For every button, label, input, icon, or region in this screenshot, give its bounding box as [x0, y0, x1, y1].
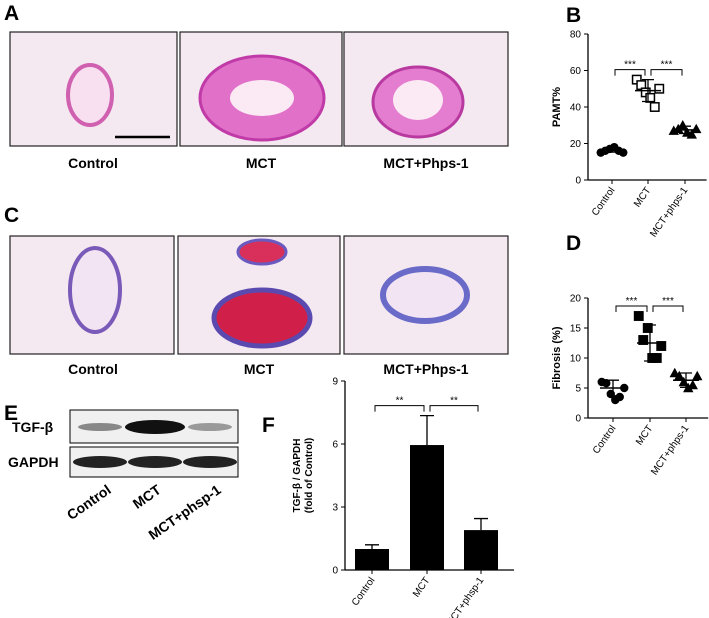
data-point [654, 83, 665, 94]
y-tick-label: 20 [570, 294, 582, 305]
significance-label: *** [626, 296, 638, 307]
caption: MCT+Phps-1 [383, 155, 468, 171]
lane-label: Control [64, 481, 114, 523]
data-point [651, 353, 662, 363]
x-tick-label: MCT [634, 423, 655, 447]
y-tick-label: 0 [575, 176, 581, 187]
x-tick-label: Control [590, 185, 618, 218]
significance-label: ** [396, 396, 404, 407]
error-bar [420, 415, 434, 446]
data-point [674, 370, 685, 381]
caption: MCT [246, 155, 277, 171]
data-point [656, 341, 667, 351]
significance-label: ** [450, 396, 458, 407]
band [73, 456, 127, 468]
significance-label: *** [661, 60, 673, 71]
caption: Control [68, 155, 118, 171]
vessel [66, 63, 114, 127]
y-tick-label: 40 [570, 103, 582, 114]
data-point [686, 129, 697, 139]
y-axis-label: PAMT% [551, 87, 563, 127]
x-tick-label: Control [350, 575, 378, 608]
vessel [236, 238, 288, 266]
lumen [230, 80, 294, 116]
row-label: GAPDH [8, 454, 59, 470]
band [78, 423, 122, 431]
data-point [645, 92, 656, 103]
data-point [691, 123, 702, 134]
data-point [692, 370, 703, 381]
panel-label: A [4, 2, 19, 25]
panel-label: B [566, 4, 581, 27]
y-tick-label: 0 [575, 414, 581, 425]
data-point [615, 392, 624, 402]
y-tick-label: 0 [332, 566, 338, 577]
significance-label: *** [662, 296, 674, 307]
y-tick-label: 10 [570, 354, 582, 365]
caption: MCT+Phps-1 [383, 361, 468, 377]
y-tick-label: 60 [570, 66, 582, 77]
sd-whisker [607, 379, 619, 397]
sd-whisker [606, 147, 618, 153]
significance-bracket [652, 305, 684, 312]
data-point [633, 311, 644, 321]
sd-whisker [680, 372, 692, 389]
y-tick-label: 9 [332, 377, 338, 388]
y-tick-label: 20 [570, 139, 582, 150]
vessel [211, 287, 313, 349]
row-label: TGF-β [12, 419, 54, 435]
data-point [638, 335, 649, 345]
panel-label: E [4, 402, 18, 425]
x-tick-label: MCT [411, 575, 432, 599]
bar [410, 445, 444, 570]
sd-whisker [679, 125, 691, 135]
data-point [649, 102, 660, 112]
x-tick-label: MCT+phps-1 [649, 423, 692, 477]
error-bar [474, 517, 488, 531]
band [188, 423, 232, 431]
sd-whisker [644, 324, 656, 362]
western-blot [69, 409, 239, 478]
x-tick-label: MCT [632, 185, 653, 209]
y-axis-label: (fold of Control) [304, 438, 315, 514]
data-point [602, 379, 611, 388]
vessel [68, 246, 122, 334]
significance-bracket [374, 405, 425, 412]
error-bar [365, 544, 379, 549]
band [128, 456, 182, 468]
histology-he [9, 31, 509, 147]
significance-bracket [614, 69, 646, 76]
histology-masson [9, 235, 509, 355]
y-tick-label: 5 [575, 384, 581, 395]
lumen [393, 80, 443, 120]
band [125, 420, 185, 434]
vessel [380, 266, 470, 324]
caption: Control [68, 361, 118, 377]
bar [355, 549, 389, 570]
y-tick-label: 15 [570, 324, 582, 335]
data-point [642, 323, 653, 333]
y-tick-label: 80 [570, 30, 582, 41]
data-point [677, 120, 688, 130]
band [183, 456, 237, 468]
x-tick-label: MCT+phsp-1 [444, 575, 487, 618]
x-tick-label: Control [591, 423, 619, 456]
y-axis-label: Fibrosis (%) [551, 326, 563, 389]
y-tick-label: 6 [332, 440, 338, 451]
caption: MCT [244, 361, 275, 377]
y-axis-label: TGF-β / GAPDH [292, 439, 303, 513]
significance-bracket [429, 405, 479, 412]
panel-label: D [566, 232, 581, 255]
significance-bracket [615, 305, 648, 312]
panel-label: C [4, 204, 19, 227]
significance-bracket [650, 69, 683, 76]
panel-label: F [262, 414, 275, 437]
lane-label: MCT [130, 481, 164, 512]
bar [464, 530, 498, 570]
y-tick-label: 3 [332, 503, 338, 514]
sd-whisker [642, 78, 654, 103]
x-tick-label: MCT+phps-1 [648, 185, 691, 239]
significance-label: *** [624, 60, 636, 71]
